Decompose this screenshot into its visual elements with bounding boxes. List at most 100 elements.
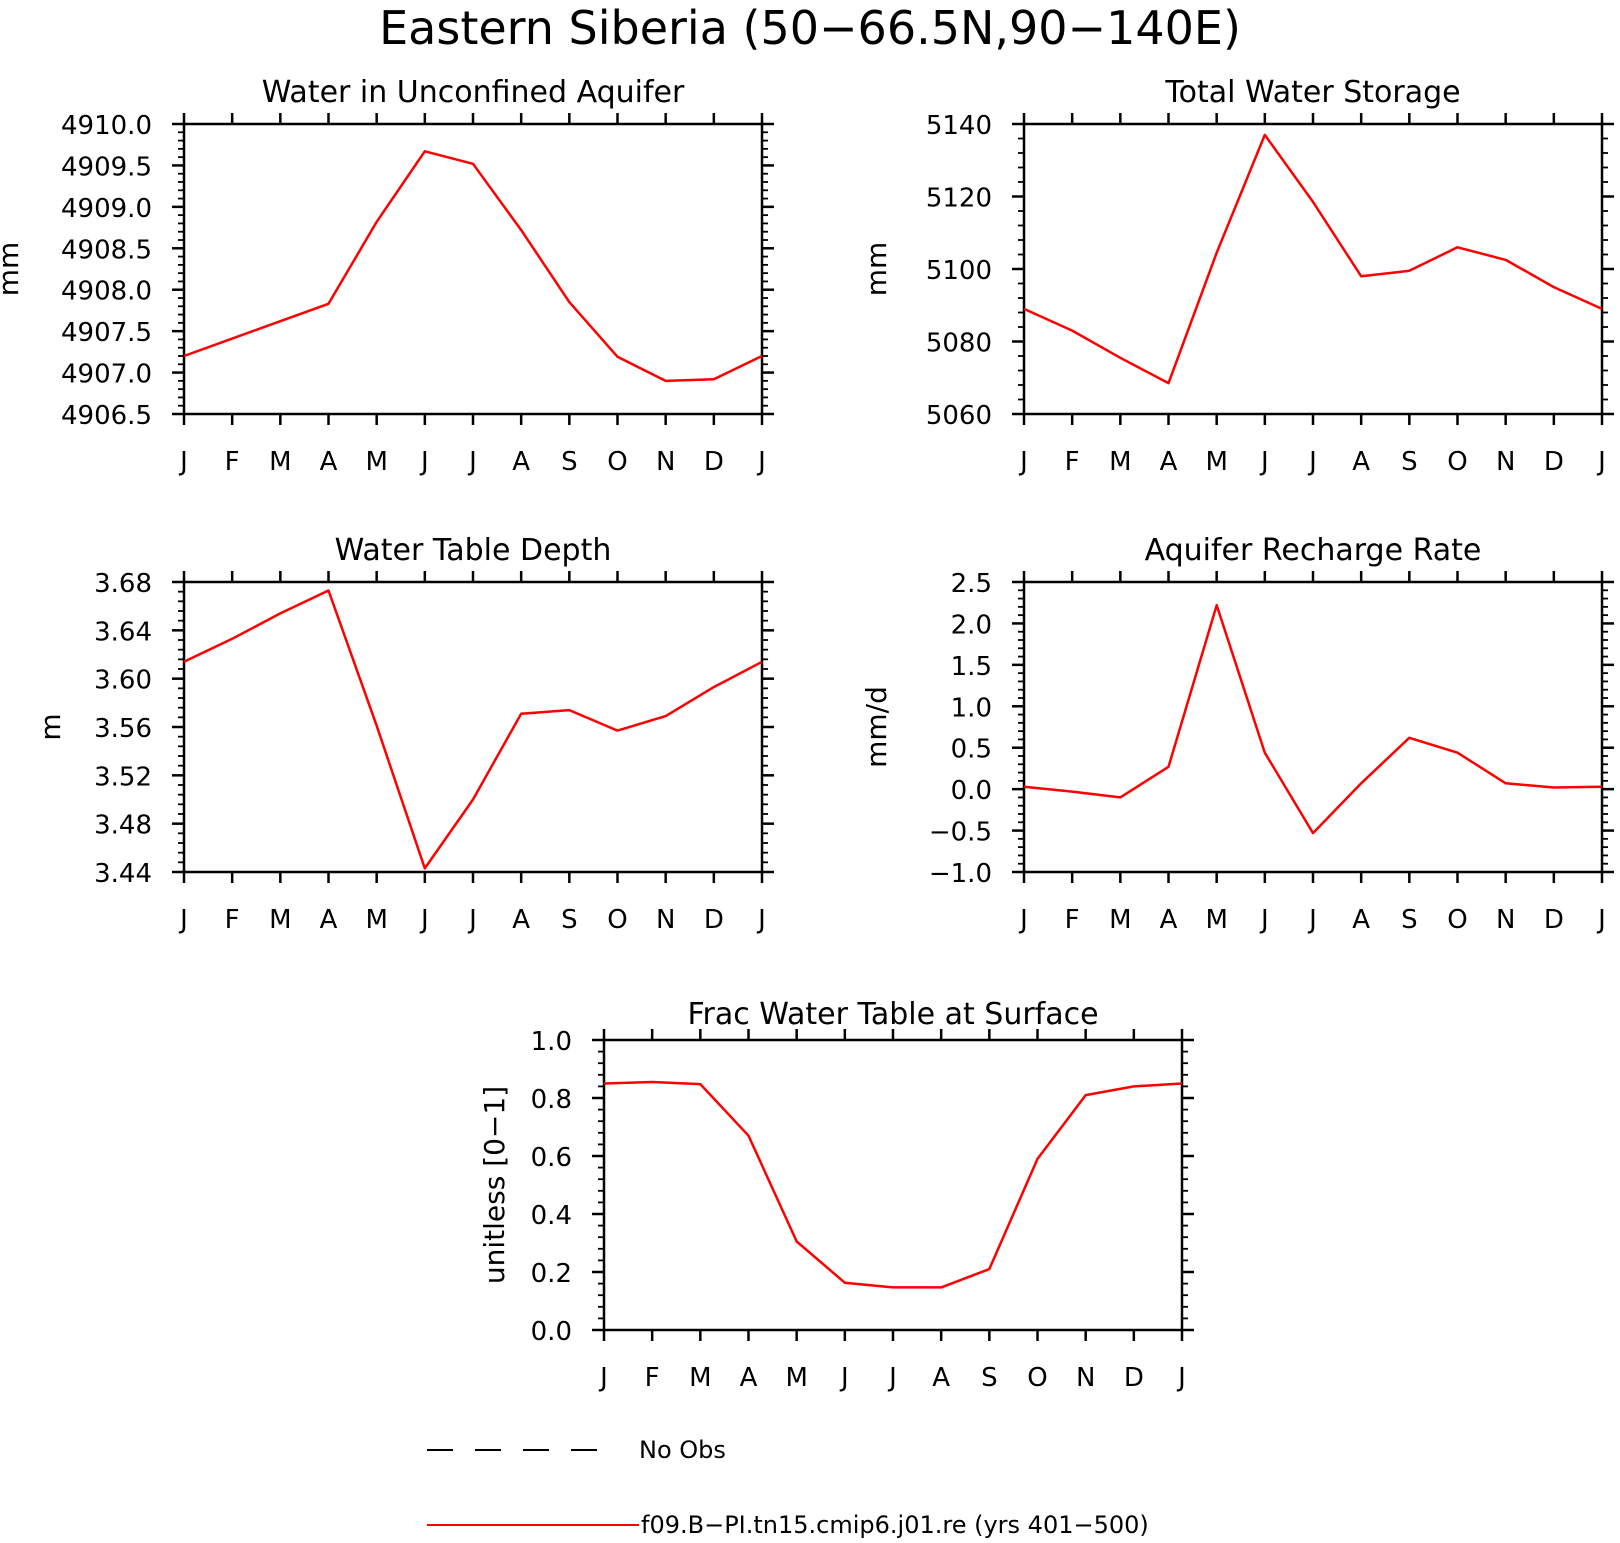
- x-tick-label: J: [1596, 905, 1606, 935]
- y-tick-label: 0.4: [531, 1201, 572, 1231]
- panel-water-in-unconfined-aquifer: J F M A M J J A S O N D J4910.04909.54909.04908.5490…: [0, 75, 774, 477]
- plot-frame: [1022, 122, 1604, 416]
- series-line-total-water-storage: [1023, 133, 1603, 385]
- x-tick-label: O: [607, 905, 627, 935]
- x-tick-label: M: [1205, 905, 1227, 935]
- legend-label-no-obs: No Obs: [639, 1436, 726, 1464]
- x-tick-label: M: [365, 905, 387, 935]
- legend-label-model: f09.B−PI.tn15.cmip6.j01.re (yrs 401−500): [641, 1511, 1149, 1539]
- plot-frame: [182, 122, 764, 416]
- y-tick-label: 4910.0: [61, 111, 152, 141]
- y-tick-label: 3.68: [94, 569, 152, 599]
- panel-water-table-depth: J F M A M J J A S O N D J3.683.643.603.563.523.483.4…: [34, 533, 774, 935]
- x-tick-label: N: [656, 905, 675, 935]
- y-axis-label: mm: [860, 242, 893, 297]
- y-tick-label: 5120: [926, 184, 992, 214]
- x-tick-label: F: [1065, 905, 1080, 935]
- x-tick-label: A: [1352, 905, 1370, 935]
- x-tick-label: S: [1401, 905, 1418, 935]
- legend-item-no-obs: No Obs: [427, 1436, 726, 1464]
- x-tick-label: A: [1160, 447, 1178, 477]
- series-line-frac-water-table-at-surface: [603, 1080, 1183, 1289]
- x-tick-label: F: [225, 447, 240, 477]
- y-tick-label: 3.60: [94, 666, 152, 696]
- x-tick-label: N: [1496, 447, 1515, 477]
- y-tick-label: 5060: [926, 401, 992, 431]
- x-tick-label: J: [1018, 447, 1028, 477]
- x-tick-label: S: [561, 447, 578, 477]
- x-tick-label: A: [740, 1363, 758, 1393]
- x-tick-label: J: [756, 447, 766, 477]
- plot-frame: [1022, 580, 1604, 874]
- y-tick-label: 4908.0: [61, 277, 152, 307]
- figure-title: Eastern Siberia (50−66.5N,90−140E): [379, 1, 1241, 55]
- y-tick-label: −1.0: [929, 859, 992, 889]
- y-axis-label: unitless [0−1]: [478, 1086, 511, 1284]
- x-tick-label: A: [512, 905, 530, 935]
- y-tick-label: 3.52: [94, 762, 152, 792]
- x-tick-label: N: [1076, 1363, 1095, 1393]
- panel-title: Water Table Depth: [335, 533, 612, 568]
- y-tick-label: 3.44: [94, 859, 152, 889]
- x-tick-label: J: [598, 1363, 608, 1393]
- y-tick-label: 0.0: [531, 1317, 572, 1347]
- y-tick-label: 4909.0: [61, 194, 152, 224]
- x-tick-label: S: [1401, 447, 1418, 477]
- y-tick-label: 4909.5: [61, 152, 152, 182]
- x-tick-label: J: [1307, 447, 1317, 477]
- x-tick-label: M: [269, 447, 291, 477]
- y-tick-label: 0.2: [531, 1259, 572, 1289]
- x-tick-label: A: [932, 1363, 950, 1393]
- x-tick-label: M: [785, 1363, 807, 1393]
- legend-item-model: f09.B−PI.tn15.cmip6.j01.re (yrs 401−500): [427, 1511, 1149, 1539]
- y-tick-label: 1.5: [951, 652, 992, 682]
- y-tick-label: 0.5: [951, 735, 992, 765]
- x-tick-label: J: [839, 1363, 849, 1393]
- x-tick-label: J: [1018, 905, 1028, 935]
- x-tick-label: J: [467, 447, 477, 477]
- panel-aquifer-recharge-rate: J F M A M J J A S O N D J2.52.01.51.00.50.0−0.5−1.0A…: [860, 533, 1614, 935]
- y-tick-label: 0.0: [951, 776, 992, 806]
- x-tick-label: O: [1447, 447, 1467, 477]
- panel-title: Total Water Storage: [1164, 75, 1460, 110]
- x-tick-label: M: [269, 905, 291, 935]
- x-tick-label: S: [561, 905, 578, 935]
- y-axis-label: mm/d: [860, 686, 893, 768]
- x-tick-label: A: [1160, 905, 1178, 935]
- series-line-water-in-unconfined-aquifer: [183, 150, 763, 383]
- y-tick-label: 4907.0: [61, 360, 152, 390]
- panel-title: Frac Water Table at Surface: [687, 997, 1098, 1032]
- y-tick-label: 1.0: [951, 693, 992, 723]
- y-tick-label: 0.6: [531, 1143, 572, 1173]
- y-tick-label: 0.8: [531, 1085, 572, 1115]
- y-axis-label: m: [34, 713, 67, 740]
- x-tick-label: J: [467, 905, 477, 935]
- y-tick-label: 3.48: [94, 811, 152, 841]
- x-tick-label: J: [1596, 447, 1606, 477]
- y-tick-label: 4907.5: [61, 318, 152, 348]
- y-axis-label: mm: [0, 242, 25, 297]
- x-tick-label: F: [645, 1363, 660, 1393]
- y-tick-label: −0.5: [929, 818, 992, 848]
- y-tick-label: 2.5: [951, 569, 992, 599]
- x-tick-label: M: [1205, 447, 1227, 477]
- x-tick-label: F: [1065, 447, 1080, 477]
- x-tick-label: S: [981, 1363, 998, 1393]
- x-tick-label: D: [704, 447, 724, 477]
- y-tick-label: 2.0: [951, 610, 992, 640]
- x-tick-label: A: [320, 447, 338, 477]
- x-tick-label: N: [656, 447, 675, 477]
- x-tick-label: F: [225, 905, 240, 935]
- x-tick-label: D: [1124, 1363, 1144, 1393]
- y-tick-label: 5100: [926, 256, 992, 286]
- x-tick-label: J: [178, 447, 188, 477]
- x-tick-label: J: [419, 905, 429, 935]
- y-tick-label: 4908.5: [61, 235, 152, 265]
- y-tick-label: 3.56: [94, 714, 152, 744]
- legend: No Obs f09.B−PI.tn15.cmip6.j01.re (yrs 4…: [427, 1436, 1149, 1539]
- x-tick-label: N: [1496, 905, 1515, 935]
- panel-title: Water in Unconfined Aquifer: [262, 75, 685, 110]
- x-tick-label: M: [689, 1363, 711, 1393]
